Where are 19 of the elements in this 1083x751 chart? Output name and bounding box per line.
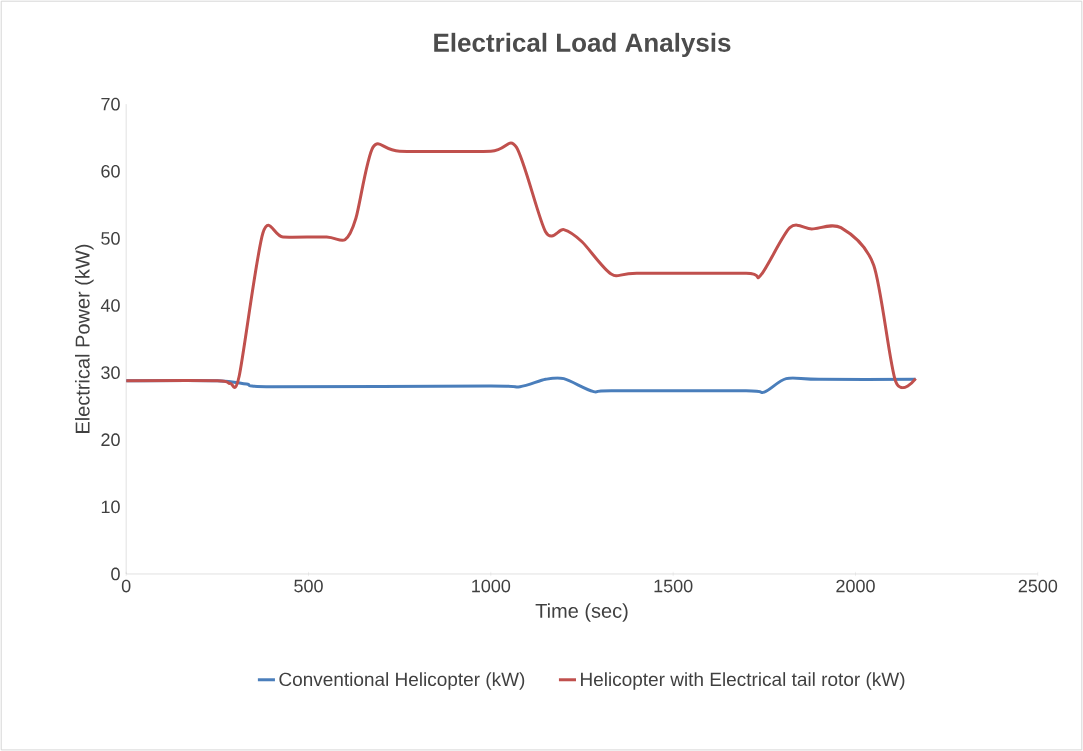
legend-label: Helicopter with Electrical tail rotor (kW)	[581, 672, 905, 690]
x-tick-label: 1500	[654, 579, 693, 593]
x-axis-title: Time (sec)	[535, 603, 628, 622]
y-tick-label: 40	[100, 299, 120, 312]
legend-label: Conventional Helicopter (kW)	[279, 672, 525, 690]
y-tick-label: 30	[101, 366, 120, 379]
y-tick-label: 50	[101, 231, 120, 245]
x-tick-label: 500	[294, 579, 323, 593]
x-tick-label: 1000	[472, 579, 511, 593]
y-tick-label: 20	[101, 433, 120, 447]
y-tick-label: 70	[101, 97, 120, 111]
chart-title: Electrical Load Analysis	[434, 32, 731, 57]
y-tick-label: 60	[101, 164, 120, 178]
x-tick-label: 2500	[1018, 579, 1058, 593]
x-tick-label: 0	[121, 579, 131, 593]
y-tick-label: 0	[111, 567, 120, 581]
x-tick-label: 2000	[836, 579, 875, 593]
y-tick-label: 10	[101, 500, 120, 514]
y-axis-title: Electrical Power (kW)	[74, 244, 94, 433]
